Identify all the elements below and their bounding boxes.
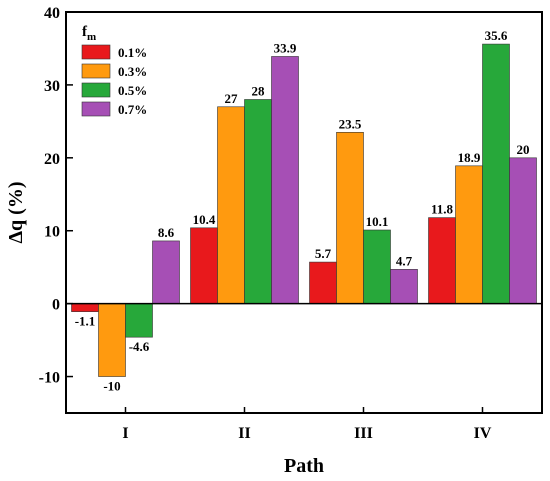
data-label: -4.6 [129,339,150,354]
bar-IV-0.3% [455,165,483,304]
bar-I-0.7% [152,240,180,304]
legend-swatch-0.5% [81,82,111,98]
bar-I-0.5% [125,303,153,338]
x-tick-label: I [122,425,128,442]
legend-label: 0.5% [118,83,147,98]
legend-swatch-0.3% [81,63,111,79]
bar-IV-0.5% [482,43,510,304]
legend-title: fm [82,24,96,43]
data-label: 27 [225,91,239,106]
legend: fm 0.1% 0.3% 0.5% 0.7% [81,24,147,117]
y-tick-label: 20 [44,151,60,168]
legend-swatch-0.1% [81,44,111,60]
bar-II-0.3% [217,106,245,304]
data-label: -10 [103,379,120,394]
legend-label: 0.7% [118,102,147,117]
y-tick-label: 30 [44,78,60,95]
x-tick-label: II [238,425,250,442]
bar-II-0.1% [190,227,218,304]
bar-I-0.3% [98,303,126,377]
data-label: 10.1 [366,214,389,229]
y-tick-label: 0 [52,297,60,314]
data-label: 33.9 [274,40,297,55]
data-label: 35.6 [485,28,508,43]
data-label: 5.7 [315,246,332,261]
data-label: 11.8 [431,202,454,217]
bar-II-0.5% [244,99,272,304]
y-tick-label: 40 [44,5,60,22]
bar-I-0.1% [71,303,99,312]
bar-II-0.7% [271,56,299,304]
x-axis-title: Path [284,455,324,477]
legend-label: 0.1% [118,45,147,60]
data-label: 10.4 [193,212,216,227]
plot-frame [65,11,543,414]
bar-III-0.5% [363,229,391,304]
data-label: -1.1 [75,314,96,329]
x-tick-label: IV [474,425,492,442]
y-tick-label: -10 [39,370,60,387]
y-axis-title: Δq (%) [5,182,27,244]
data-label: 4.7 [396,253,413,268]
legend-label: 0.3% [118,64,147,79]
data-label: 23.5 [339,116,362,131]
bar-III-0.1% [309,261,337,304]
legend-swatch-0.7% [81,101,111,117]
y-tick-label: 10 [44,224,60,241]
bar-IV-0.1% [428,217,456,304]
x-tick-label: III [354,425,373,442]
bar-III-0.7% [390,269,418,304]
data-label: 20 [517,142,530,157]
legend-title-subscript: m [87,31,96,43]
bar-IV-0.7% [509,157,537,304]
bar-III-0.3% [336,132,364,304]
data-labels-layer: -1.1 10.4 5.7 11.8 -10 27 23.5 18.9 -4.6 28 10.1 35… [75,28,530,393]
data-label: 28 [252,83,266,98]
data-label: 8.6 [158,225,175,240]
bars-layer [71,43,537,377]
data-label: 18.9 [458,150,481,165]
